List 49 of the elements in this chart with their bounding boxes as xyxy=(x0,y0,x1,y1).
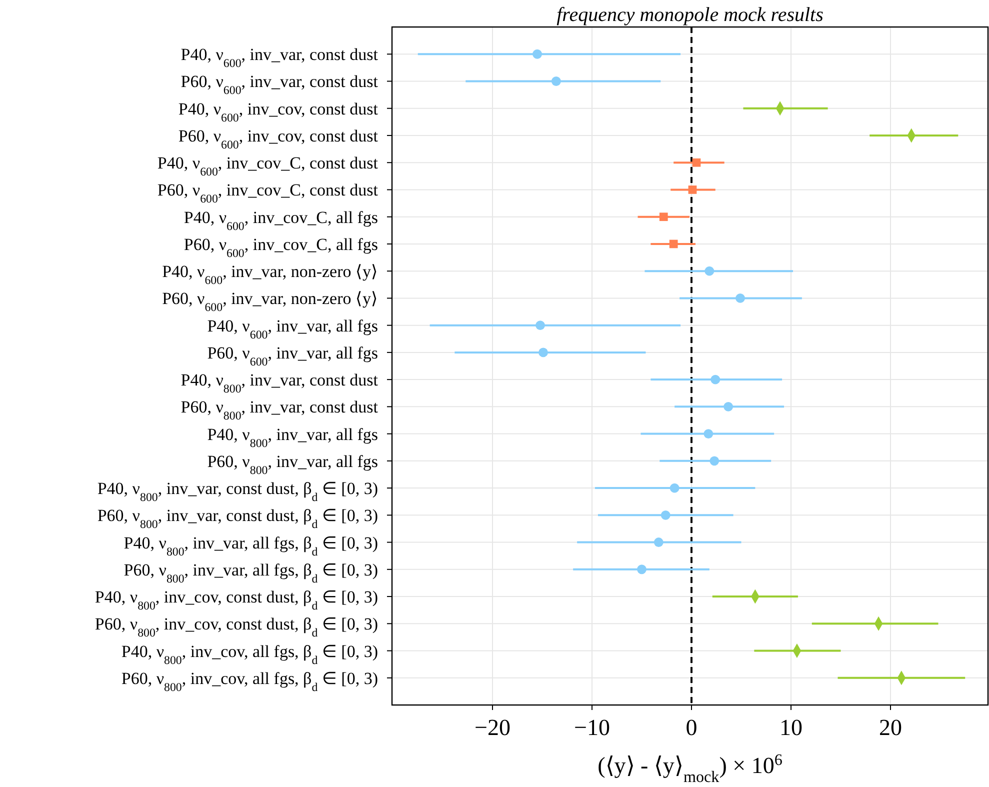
point xyxy=(654,538,664,547)
y-tick-label: P60, ν$_{600}$, inv_cov_C, const dust xyxy=(157,180,378,206)
point xyxy=(532,49,542,59)
y-tick-label: P60, ν$_{800}$, inv_cov, all fgs, β$_{d}$ ∈ [0, 3) xyxy=(121,668,378,694)
point xyxy=(669,240,678,248)
point xyxy=(736,293,745,303)
point xyxy=(704,266,714,276)
y-tick-label: P40, ν$_{600}$, inv_cov, const dust xyxy=(178,99,378,124)
x-axis-title: (⟨y⟩ - ⟨y⟩$_{mock}$) × 10$^{6}$ xyxy=(598,752,782,786)
y-tick-label: P40, ν$_{800}$, inv_cov, all fgs, β$_{d}$ ∈ [0, 3) xyxy=(121,642,378,667)
x-tick-label: 0 xyxy=(686,715,698,740)
x-tick-label: 20 xyxy=(878,715,902,740)
y-tick-label: P60, ν$_{800}$, inv_var, all fgs xyxy=(207,452,378,477)
point xyxy=(538,348,548,358)
point xyxy=(692,158,701,167)
point xyxy=(659,212,668,222)
y-tick-label: P40, ν$_{600}$, inv_var, all fgs xyxy=(207,316,378,342)
point xyxy=(724,402,734,412)
y-tick-label: P60, ν$_{600}$, inv_var, const dust xyxy=(180,72,378,98)
y-tick-label: P60, ν$_{800}$, inv_cov, const dust, β$_{d}$ ∈ [0, 3) xyxy=(94,614,378,640)
point xyxy=(670,483,680,493)
y-tick-label: P40, ν$_{800}$, inv_var, all fgs xyxy=(207,424,378,450)
point xyxy=(704,429,714,439)
y-tick-label: P40, ν$_{800}$, inv_var, all fgs, β$_{d}$ ∈ [0, 3) xyxy=(124,533,378,558)
chart-title: frequency monopole mock results xyxy=(556,4,824,26)
point xyxy=(660,510,670,520)
point xyxy=(710,374,720,384)
y-tick-label: P40, ν$_{600}$, inv_var, const dust xyxy=(180,45,378,70)
y-tick-label: P60, ν$_{600}$, inv_cov, const dust xyxy=(178,126,378,152)
y-tick-label: P60, ν$_{600}$, inv_var, non-zero ⟨y⟩ xyxy=(162,289,378,314)
y-tick-label: P60, ν$_{600}$, inv_cov_C, all fgs xyxy=(184,234,378,260)
point xyxy=(710,456,720,466)
point xyxy=(688,186,697,194)
y-tick-label: P40, ν$_{800}$, inv_var, const dust xyxy=(180,370,378,396)
y-tick-label: P40, ν$_{800}$, inv_var, const dust, β$_{d}$ ∈ [0, 3) xyxy=(97,479,378,504)
x-tick-label: −20 xyxy=(474,715,510,740)
y-tick-label: P40, ν$_{600}$, inv_var, non-zero ⟨y⟩ xyxy=(162,262,378,288)
point xyxy=(536,320,545,330)
y-tick-label: P40, ν$_{800}$, inv_cov, const dust, β$_{d}$ ∈ [0, 3) xyxy=(94,588,378,613)
y-tick-label: P60, ν$_{600}$, inv_var, all fgs xyxy=(207,343,378,368)
x-tick-label: −10 xyxy=(574,715,610,740)
y-tick-label: P40, ν$_{600}$, inv_cov_C, all fgs xyxy=(184,208,378,233)
y-tick-label: P60, ν$_{800}$, inv_var, const dust, β$_{d}$ ∈ [0, 3) xyxy=(97,506,378,532)
point xyxy=(637,564,646,574)
x-tick-label: 10 xyxy=(779,715,802,740)
point xyxy=(551,76,561,86)
y-tick-label: P60, ν$_{800}$, inv_var, all fgs, β$_{d}$ ∈ [0, 3) xyxy=(124,560,378,586)
y-tick-label: P60, ν$_{800}$, inv_var, const dust xyxy=(180,398,378,423)
y-tick-label: P40, ν$_{600}$, inv_cov_C, const dust xyxy=(157,154,378,179)
